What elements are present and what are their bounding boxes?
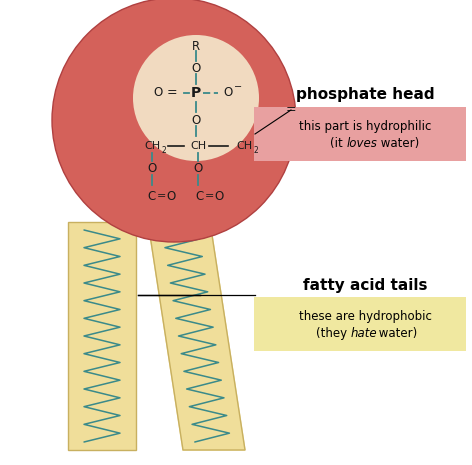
Text: =: = xyxy=(286,104,296,117)
Text: C: C xyxy=(148,190,156,202)
Text: CH: CH xyxy=(236,141,252,151)
Text: =: = xyxy=(204,191,214,201)
Text: O: O xyxy=(191,113,201,126)
Text: (they: (they xyxy=(316,326,351,339)
Text: phosphate head: phosphate head xyxy=(295,87,434,102)
Text: water): water) xyxy=(375,326,417,339)
Text: these are hydrophobic: these are hydrophobic xyxy=(299,310,431,323)
Text: hate: hate xyxy=(351,326,378,339)
Text: R: R xyxy=(192,40,200,53)
Text: water): water) xyxy=(377,137,419,150)
Bar xyxy=(68,222,136,450)
Polygon shape xyxy=(148,222,245,450)
Text: loves: loves xyxy=(347,137,378,150)
Text: O: O xyxy=(191,61,201,74)
Text: O: O xyxy=(194,161,202,174)
Text: CH: CH xyxy=(190,141,206,151)
Text: P: P xyxy=(191,86,201,100)
Text: =: = xyxy=(156,191,166,201)
Text: O: O xyxy=(223,86,233,100)
Text: O: O xyxy=(147,161,157,174)
Circle shape xyxy=(133,35,259,161)
Text: O: O xyxy=(166,190,176,202)
Circle shape xyxy=(52,0,296,242)
FancyBboxPatch shape xyxy=(254,107,466,161)
Text: C: C xyxy=(196,190,204,202)
Text: (it: (it xyxy=(330,137,347,150)
Text: −: − xyxy=(234,82,242,92)
Text: fatty acid tails: fatty acid tails xyxy=(303,278,427,292)
Text: CH: CH xyxy=(144,141,160,151)
Text: this part is hydrophilic: this part is hydrophilic xyxy=(299,120,431,133)
Text: 2: 2 xyxy=(253,146,258,154)
Text: 2: 2 xyxy=(161,146,166,154)
Text: O: O xyxy=(153,86,163,100)
FancyBboxPatch shape xyxy=(254,297,466,351)
Text: O: O xyxy=(214,190,224,202)
Text: =: = xyxy=(167,86,177,100)
